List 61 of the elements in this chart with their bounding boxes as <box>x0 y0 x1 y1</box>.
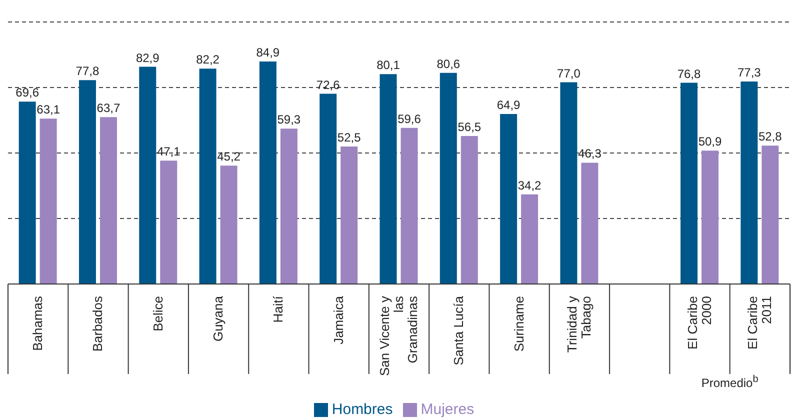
bar <box>259 62 276 284</box>
x-tick-label: Haití <box>270 296 286 323</box>
bar <box>680 82 698 284</box>
data-label: 80,1 <box>376 58 400 72</box>
bar <box>762 146 779 284</box>
data-label: 77,8 <box>76 64 100 78</box>
bar <box>380 74 397 284</box>
bar <box>18 102 36 284</box>
bar <box>199 68 216 284</box>
data-label: 50,9 <box>698 134 722 149</box>
x-tick-label: Barbados <box>90 296 106 352</box>
bar <box>581 162 598 284</box>
data-label: 52,8 <box>758 130 782 144</box>
data-label: 77,0 <box>557 66 581 80</box>
bar <box>78 80 96 284</box>
x-tick-label: Bahamas <box>30 296 46 351</box>
bar <box>280 128 298 284</box>
bar <box>139 66 156 284</box>
data-label: 59,3 <box>277 112 301 127</box>
data-label: 69,6 <box>16 86 40 100</box>
data-label: 77,3 <box>737 65 762 80</box>
data-label: 56,5 <box>458 120 482 134</box>
bar <box>100 117 117 284</box>
bar <box>220 166 238 284</box>
data-label: 45,2 <box>217 150 241 164</box>
data-label: 59,6 <box>398 112 422 126</box>
data-label: 63,1 <box>36 102 60 117</box>
x-tick-label: Jamaica <box>330 295 346 344</box>
data-label: 64,9 <box>496 98 521 112</box>
bar <box>560 82 578 284</box>
x-tick-label: El Caribe 2011 <box>744 296 774 350</box>
bar <box>500 114 518 284</box>
bar <box>460 136 478 284</box>
bar <box>400 128 418 284</box>
x-tick-label: Suriname <box>511 296 526 352</box>
bar <box>740 81 758 284</box>
legend-label: Mujeres <box>420 401 474 418</box>
x-tick-label: El Caribe 2000 <box>684 296 714 350</box>
data-label: 46,3 <box>578 146 602 161</box>
x-tick-label: Santa Lucía <box>451 295 466 366</box>
bar <box>160 160 178 284</box>
text: Promedio$^{b}$ <box>700 374 760 390</box>
data-label: 34,2 <box>518 178 542 192</box>
x-tick-label: San Vicente y las Granadinas <box>377 296 420 376</box>
bar <box>702 150 719 284</box>
bar <box>40 118 57 284</box>
data-label: 76,8 <box>677 66 702 81</box>
bar <box>521 194 538 284</box>
data-label: 82,9 <box>136 50 160 65</box>
data-label: 82,2 <box>196 52 220 67</box>
legend-label: Hombres <box>332 401 393 418</box>
data-label: 52,5 <box>337 130 362 144</box>
data-label: 84,9 <box>256 46 280 60</box>
data-label: 80,6 <box>436 56 460 71</box>
bar <box>440 72 457 284</box>
x-tick-label: Trinidad y Tabago <box>564 296 594 353</box>
x-tick-label: Belice <box>150 296 166 332</box>
bar <box>340 146 358 284</box>
x-tick-label: Guyana <box>210 295 226 342</box>
bar <box>320 94 337 284</box>
data-label: 63,7 <box>96 101 120 116</box>
